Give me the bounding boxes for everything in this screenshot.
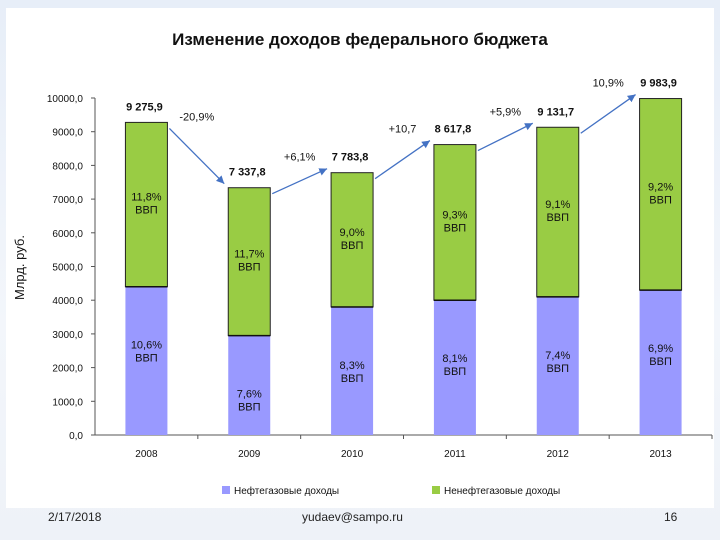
- segment-label-oil-gas: ВВП: [341, 373, 364, 385]
- legend-swatch-non-oil-gas: [432, 486, 440, 494]
- total-label: 7 783,8: [332, 152, 369, 164]
- bar-oil-gas: [536, 296, 579, 435]
- bar-oil-gas: [228, 335, 271, 435]
- bar-non-oil-gas: [639, 98, 683, 291]
- y-tick-label: 3000,0: [52, 330, 83, 341]
- y-tick-label: 4000,0: [52, 296, 83, 307]
- segment-label-non-oil-gas: ВВП: [135, 205, 158, 217]
- total-label: 9 275,9: [126, 101, 163, 113]
- segment-label-oil-gas: ВВП: [238, 402, 261, 414]
- segment-label-non-oil-gas: 11,7%: [234, 249, 265, 261]
- segment-label-non-oil-gas: ВВП: [238, 262, 261, 274]
- bar-oil-gas: [125, 286, 168, 435]
- segment-label-oil-gas: ВВП: [546, 363, 569, 375]
- change-arrow: [374, 140, 431, 180]
- y-tick-label: 10000,0: [47, 94, 84, 105]
- y-tick-label: 2000,0: [52, 364, 83, 375]
- bar-oil-gas: [433, 300, 476, 435]
- segment-label-oil-gas: ВВП: [135, 353, 158, 365]
- change-arrow: [271, 168, 328, 195]
- segment-label-oil-gas: ВВП: [649, 356, 672, 368]
- total-label: 7 337,8: [229, 167, 266, 179]
- total-label: 8 617,8: [435, 124, 472, 136]
- page-number: 16: [664, 510, 678, 524]
- y-tick-label: 5000,0: [52, 263, 83, 274]
- legend-label-non-oil-gas: Ненефтегазовые доходы: [444, 485, 560, 497]
- x-tick-label: 2009: [238, 449, 261, 460]
- segment-label-oil-gas: ВВП: [444, 366, 467, 378]
- footer-email: yudaev@sampo.ru: [302, 510, 403, 524]
- segment-label-oil-gas: 8,1%: [442, 353, 467, 365]
- change-label: +5,9%: [490, 106, 522, 118]
- segment-label-non-oil-gas: 9,3%: [442, 209, 467, 221]
- segment-label-non-oil-gas: 9,1%: [545, 199, 570, 211]
- segment-label-oil-gas: 7,4%: [545, 350, 570, 362]
- x-tick-label: 2008: [135, 449, 158, 460]
- segment-label-non-oil-gas: 9,2%: [648, 181, 673, 193]
- bar-oil-gas: [639, 290, 682, 435]
- change-arrow: [580, 94, 636, 134]
- legend-label-oil-gas: Нефтегазовые доходы: [234, 485, 339, 497]
- change-arrow: [477, 122, 534, 152]
- bar-oil-gas: [331, 306, 374, 435]
- y-tick-label: 9000,0: [52, 128, 83, 139]
- x-tick-label: 2010: [341, 449, 364, 460]
- y-tick-label: 8000,0: [52, 161, 83, 172]
- total-label: 9 983,9: [640, 78, 677, 90]
- chart-title: Изменение доходов федерального бюджета: [172, 30, 548, 49]
- legend-swatch-oil-gas: [222, 486, 230, 494]
- total-label: 9 131,7: [537, 106, 574, 118]
- bar-non-oil-gas: [433, 144, 477, 301]
- bar-non-oil-gas: [124, 121, 168, 288]
- change-arrow: [168, 127, 225, 185]
- x-tick-label: 2011: [444, 449, 466, 460]
- y-tick-label: 1000,0: [52, 397, 83, 408]
- change-label: +10,7: [389, 124, 417, 136]
- y-tick-label: 6000,0: [52, 229, 83, 240]
- segment-label-non-oil-gas: ВВП: [341, 240, 364, 252]
- change-label: +6,1%: [284, 152, 316, 164]
- segment-label-non-oil-gas: 11,8%: [131, 192, 162, 204]
- segment-label-oil-gas: 8,3%: [340, 360, 365, 372]
- segment-label-non-oil-gas: ВВП: [444, 222, 467, 234]
- segment-label-non-oil-gas: ВВП: [546, 212, 569, 224]
- y-tick-label: 7000,0: [52, 195, 83, 206]
- footer-date: 2/17/2018: [48, 510, 102, 524]
- change-label: -20,9%: [179, 111, 214, 123]
- segment-label-oil-gas: 6,9%: [648, 343, 673, 355]
- bar-non-oil-gas: [330, 172, 374, 308]
- segment-label-non-oil-gas: 9,0%: [340, 227, 365, 239]
- segment-label-oil-gas: 7,6%: [237, 389, 262, 401]
- bar-non-oil-gas: [227, 187, 271, 337]
- x-tick-label: 2013: [649, 449, 672, 460]
- y-tick-label: 0,0: [69, 431, 83, 442]
- segment-label-non-oil-gas: ВВП: [649, 194, 672, 206]
- change-label: 10,9%: [593, 78, 624, 90]
- x-tick-label: 2012: [547, 449, 570, 460]
- segment-label-oil-gas: 10,6%: [131, 340, 162, 352]
